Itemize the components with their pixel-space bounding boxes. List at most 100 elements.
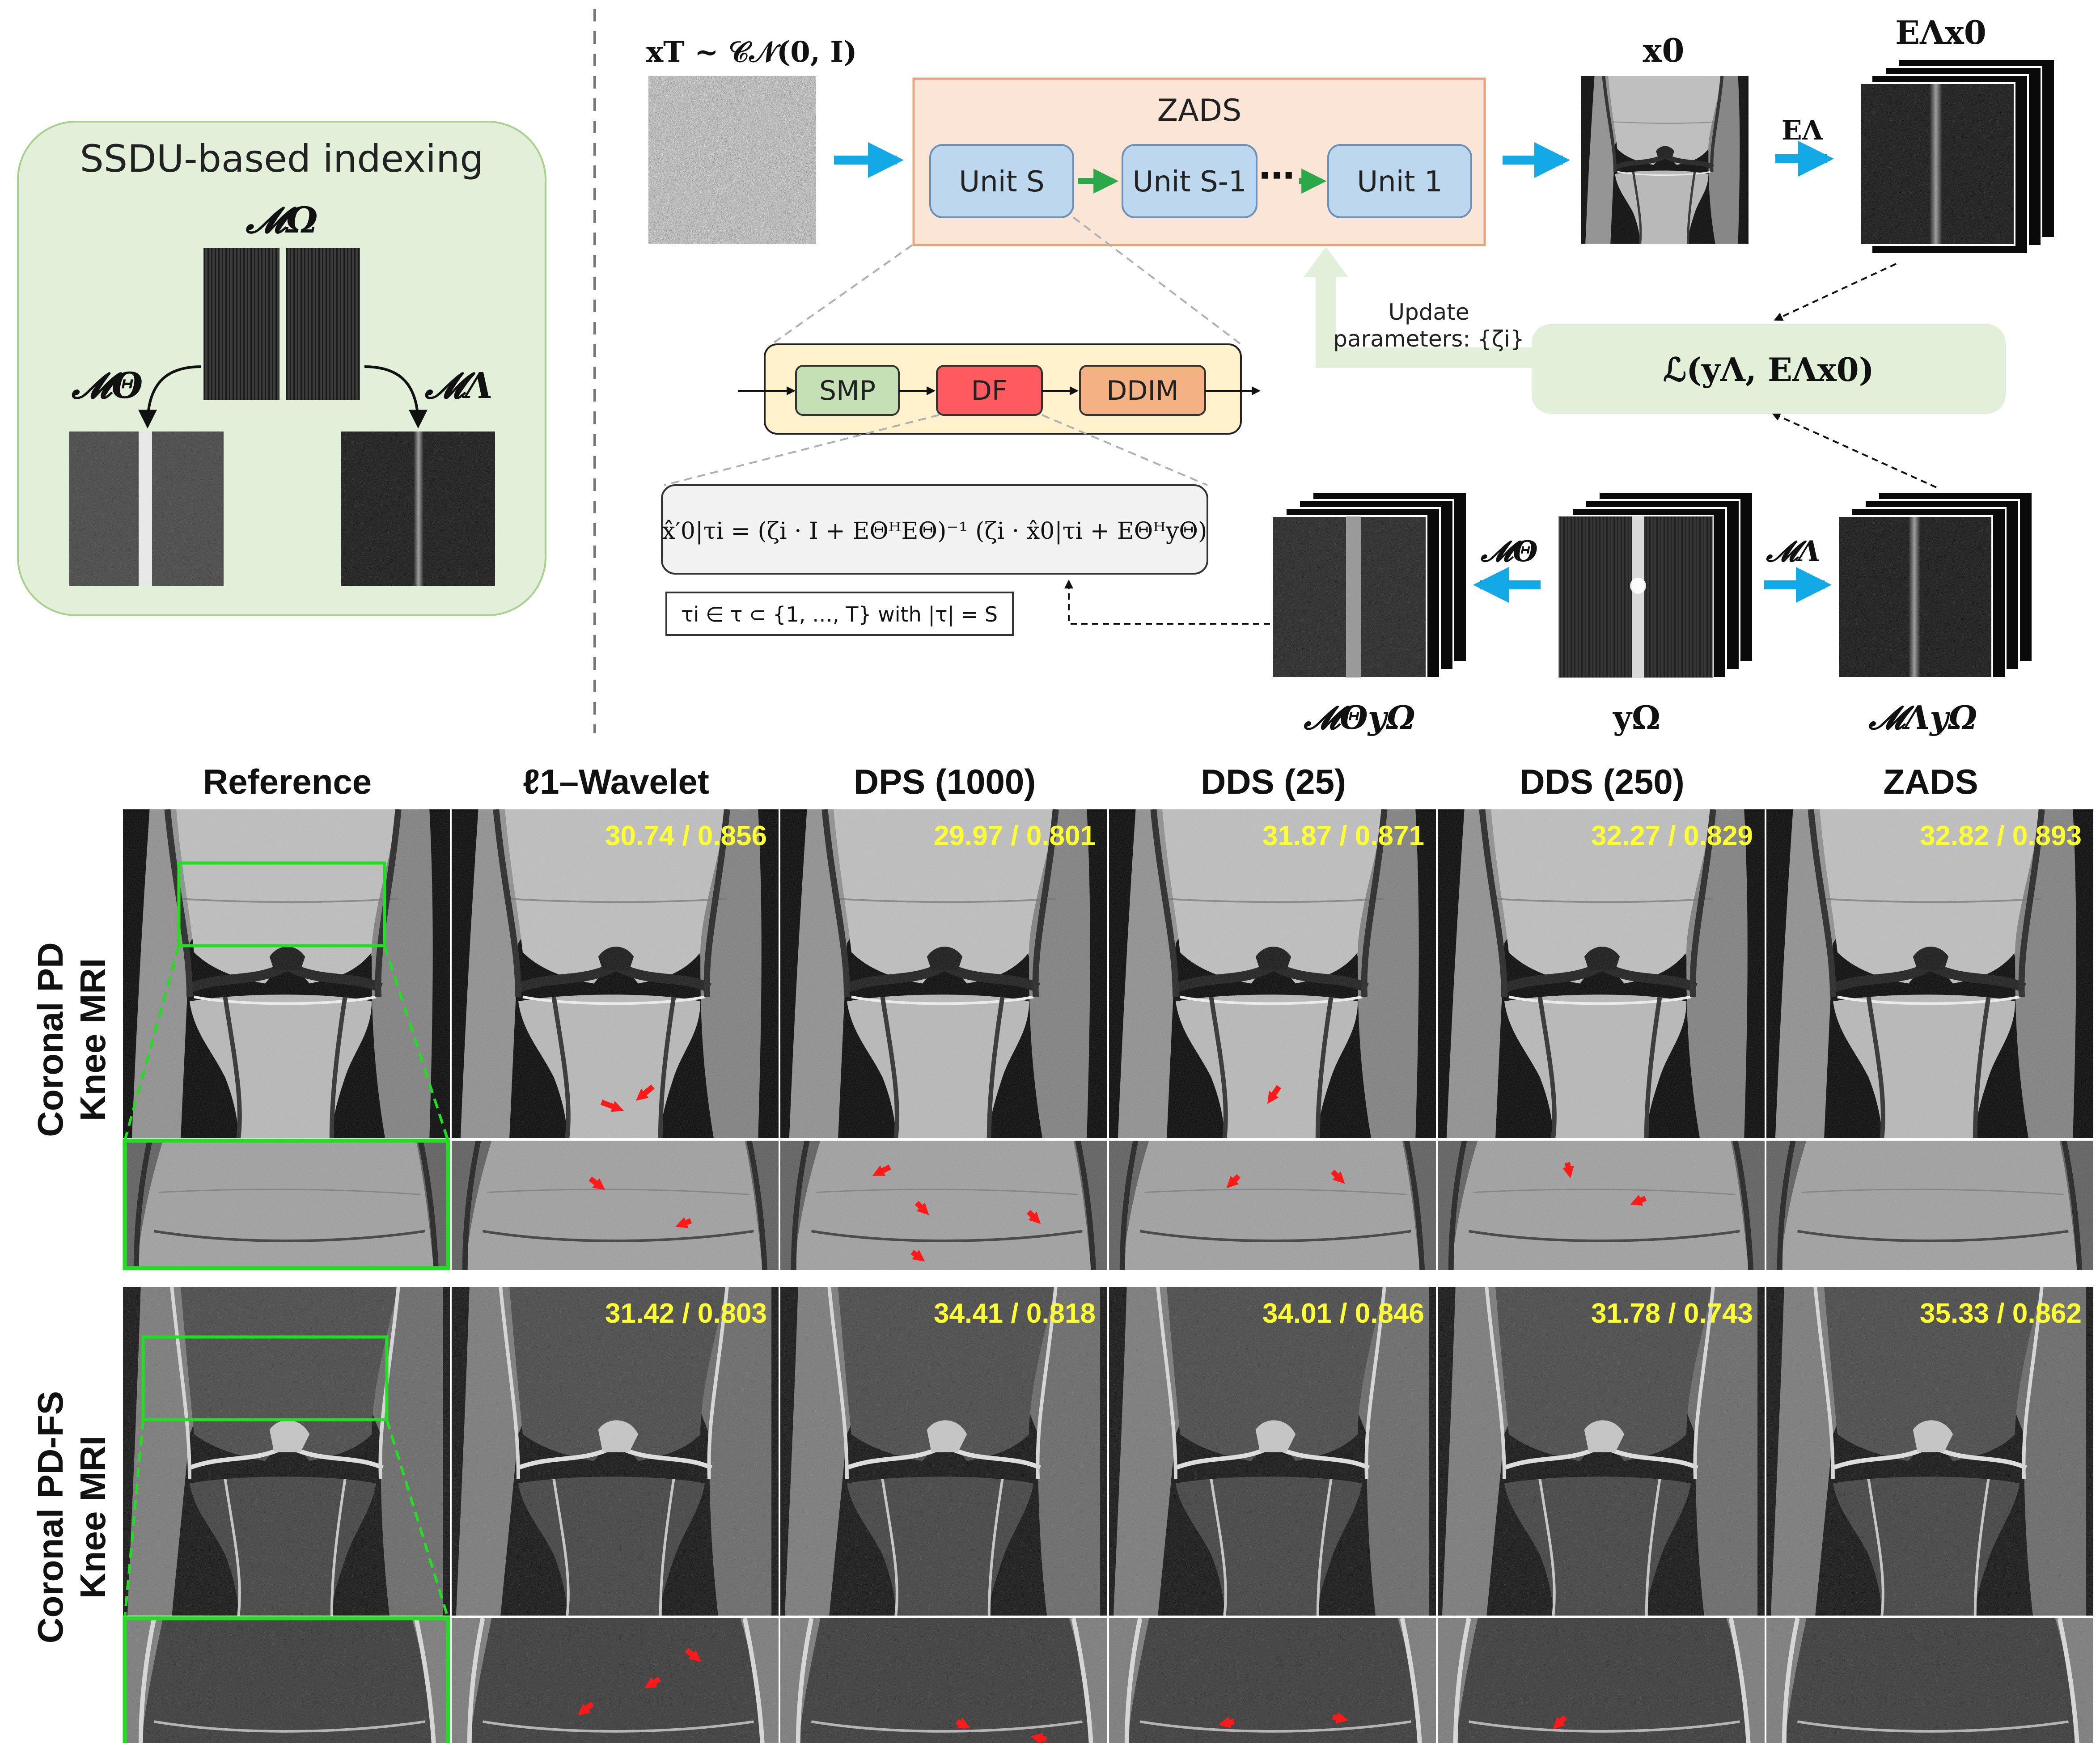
y-omega-stack xyxy=(1558,491,1754,679)
zoom-image xyxy=(780,1618,1107,1743)
artifact-arrow xyxy=(1630,1194,1647,1206)
reconstruction-image xyxy=(1766,1287,2093,1616)
psnr-ssim-metric: 31.78 / 0.743 xyxy=(1591,1298,1753,1329)
reconstruction-image xyxy=(1109,1287,1436,1616)
zoom-guide-left xyxy=(771,244,913,345)
zoom-guide-right xyxy=(1072,216,1242,345)
reconstruction-image xyxy=(1766,809,2093,1138)
column-header: DPS (1000) xyxy=(854,762,1036,801)
tau-note-box: τi ∈ τ ⊂ {1, …, T} with |τ| = S xyxy=(665,592,1014,636)
artifact-arrow xyxy=(644,1676,661,1688)
column-header: Reference xyxy=(203,762,372,801)
reconstruction-image xyxy=(780,1287,1107,1616)
unit-s: Unit S xyxy=(929,144,1074,218)
y-omega-label: yΩ xyxy=(1613,698,1660,736)
x0-label: x0 xyxy=(1643,31,1684,69)
zoom-connector xyxy=(383,945,449,1141)
noise-image xyxy=(648,76,816,244)
zoom-connector xyxy=(123,945,180,1141)
roi-box xyxy=(141,1335,389,1421)
psnr-ssim-metric: 32.27 / 0.829 xyxy=(1591,821,1753,851)
psnr-ssim-metric: 32.82 / 0.893 xyxy=(1920,821,2082,851)
artifact-arrow xyxy=(1226,1174,1241,1189)
zoom-frame xyxy=(123,1616,450,1743)
zads-box: ZADS Unit S Unit S-1 ⋯ Unit 1 xyxy=(912,77,1486,246)
artifact-arrow xyxy=(589,1176,605,1190)
m-lambda-y-stack xyxy=(1837,491,2033,679)
mask-theta-image xyxy=(69,432,224,586)
ddim-label: DDIM xyxy=(1106,375,1179,406)
mask-theta-label: 𝓜Θ xyxy=(71,364,143,406)
zoom-image xyxy=(1109,1618,1436,1743)
df-block: DF xyxy=(936,365,1043,416)
psnr-ssim-metric: 31.42 / 0.803 xyxy=(605,1298,767,1329)
artifact-arrow xyxy=(1267,1085,1281,1104)
dashed-m-lambda-to-loss xyxy=(1771,412,1937,488)
arrow-m-lambda-label: 𝓜Λ xyxy=(1766,535,1820,568)
unit-1: Unit 1 xyxy=(1327,144,1472,218)
psnr-ssim-metric: 29.97 / 0.801 xyxy=(934,821,1096,851)
zoom-image xyxy=(780,1141,1107,1270)
reconstruction-image xyxy=(1438,1287,1765,1616)
unit-s-1-label: Unit S-1 xyxy=(1132,165,1246,199)
arrow-m-theta-label: 𝓜Θ xyxy=(1480,535,1538,568)
e-lambda-x0-label: EΛx0 xyxy=(1895,13,1986,51)
zoom-connector xyxy=(123,1419,144,1619)
reconstruction-image xyxy=(1438,809,1765,1138)
artifact-arrow xyxy=(675,1217,692,1228)
zoom-image xyxy=(123,1618,450,1743)
artifact-arrow xyxy=(635,1084,655,1101)
reconstruction-image xyxy=(452,1287,779,1616)
update-label-line1: Update xyxy=(1388,299,1469,325)
column-header: ZADS xyxy=(1883,762,1978,801)
psnr-ssim-metric: 30.74 / 0.856 xyxy=(605,821,767,851)
mask-lambda-label: 𝓜Λ xyxy=(424,364,493,406)
reference-image xyxy=(123,809,450,1138)
artifact-arrow xyxy=(600,1100,624,1112)
zoom-image xyxy=(1766,1141,2093,1270)
x0-image xyxy=(1581,76,1749,244)
zoom-connector xyxy=(385,1419,449,1619)
mask-omega-label: 𝓜Ω xyxy=(246,199,318,241)
formula-guide-right xyxy=(1042,414,1208,486)
artifact-arrow xyxy=(1553,1715,1567,1730)
artifact-arrow xyxy=(915,1201,929,1215)
zoom-frame xyxy=(123,1138,450,1270)
unit-s-1: Unit S-1 xyxy=(1122,144,1257,218)
reconstruction-image xyxy=(452,809,779,1138)
artifact-arrow xyxy=(872,1164,891,1176)
df-label: DF xyxy=(971,375,1008,406)
psnr-ssim-metric: 34.01 / 0.846 xyxy=(1262,1298,1424,1329)
formula-guide-left xyxy=(664,414,940,486)
formula-box: x̂′0|τi = (ζi · I + EΘᴴEΘ)⁻¹ (ζi · x̂0|τ… xyxy=(661,484,1208,575)
artifact-arrow xyxy=(1562,1162,1574,1179)
roi-box xyxy=(177,861,386,948)
loss-box: ℒ(yΛ, EΛx0) xyxy=(1532,324,2006,414)
artifact-arrow xyxy=(1030,1733,1047,1743)
update-label-line2: parameters: {ζi} xyxy=(1333,326,1524,352)
arrow-to-lambda xyxy=(364,365,428,429)
zoom-image xyxy=(1438,1618,1765,1743)
column-header: DDS (25) xyxy=(1201,762,1346,801)
zoom-image xyxy=(123,1141,450,1270)
ssdu-title: SSDU-based indexing xyxy=(80,137,483,181)
unit-ellipsis: ⋯ xyxy=(1259,155,1295,196)
psnr-ssim-metric: 35.33 / 0.862 xyxy=(1920,1298,2082,1329)
psnr-ssim-metric: 31.87 / 0.871 xyxy=(1262,821,1424,851)
m-theta-y-label: 𝓜ΘyΩ xyxy=(1303,698,1415,736)
ssdu-panel: SSDU-based indexing 𝓜Ω 𝓜Θ 𝓜Λ xyxy=(17,121,546,616)
reconstruction-image xyxy=(780,809,1107,1138)
unit-s-label: Unit S xyxy=(959,165,1044,199)
zads-title: ZADS xyxy=(1157,93,1242,128)
artifact-arrow xyxy=(577,1701,594,1716)
column-header: DDS (250) xyxy=(1520,762,1684,801)
artifact-arrow xyxy=(685,1648,702,1662)
dashed-e-lambda-to-loss xyxy=(1774,263,1897,321)
artifact-arrow xyxy=(1332,1712,1349,1724)
artifact-arrow xyxy=(1330,1169,1345,1184)
zoom-image xyxy=(1766,1618,2093,1743)
e-lambda-x0-stack xyxy=(1859,58,2056,255)
artifact-arrow xyxy=(956,1718,970,1729)
zoom-image xyxy=(1109,1141,1436,1270)
